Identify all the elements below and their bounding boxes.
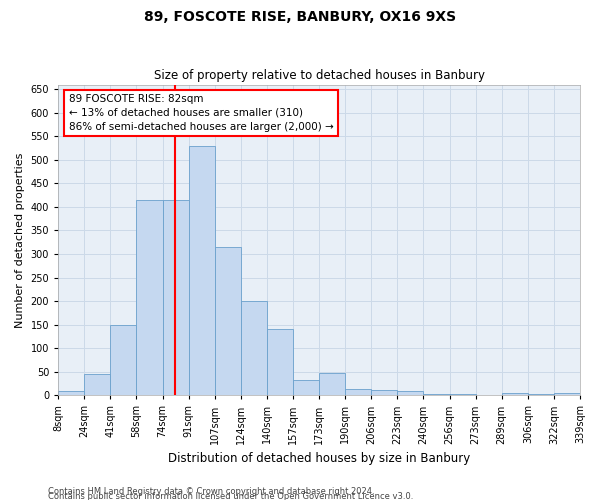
- Bar: [502, 393, 528, 396]
- Bar: [319, 372, 345, 396]
- Text: 89, FOSCOTE RISE, BANBURY, OX16 9XS: 89, FOSCOTE RISE, BANBURY, OX16 9XS: [144, 10, 456, 24]
- Bar: [110, 324, 136, 396]
- Bar: [267, 330, 293, 396]
- X-axis label: Distribution of detached houses by size in Banbury: Distribution of detached houses by size …: [168, 452, 470, 465]
- Bar: [554, 393, 580, 396]
- Bar: [371, 390, 397, 396]
- Y-axis label: Number of detached properties: Number of detached properties: [15, 152, 25, 328]
- Bar: [293, 380, 319, 396]
- Text: Contains public sector information licensed under the Open Government Licence v3: Contains public sector information licen…: [48, 492, 413, 500]
- Bar: [58, 392, 84, 396]
- Bar: [345, 388, 371, 396]
- Text: 89 FOSCOTE RISE: 82sqm
← 13% of detached houses are smaller (310)
86% of semi-de: 89 FOSCOTE RISE: 82sqm ← 13% of detached…: [68, 94, 334, 132]
- Bar: [528, 394, 554, 396]
- Text: Contains HM Land Registry data © Crown copyright and database right 2024.: Contains HM Land Registry data © Crown c…: [48, 486, 374, 496]
- Bar: [136, 200, 163, 396]
- Bar: [84, 374, 110, 396]
- Bar: [188, 146, 215, 396]
- Bar: [215, 247, 241, 396]
- Bar: [397, 392, 424, 396]
- Bar: [241, 301, 267, 396]
- Bar: [424, 394, 449, 396]
- Bar: [449, 394, 476, 396]
- Title: Size of property relative to detached houses in Banbury: Size of property relative to detached ho…: [154, 69, 485, 82]
- Bar: [163, 200, 188, 396]
